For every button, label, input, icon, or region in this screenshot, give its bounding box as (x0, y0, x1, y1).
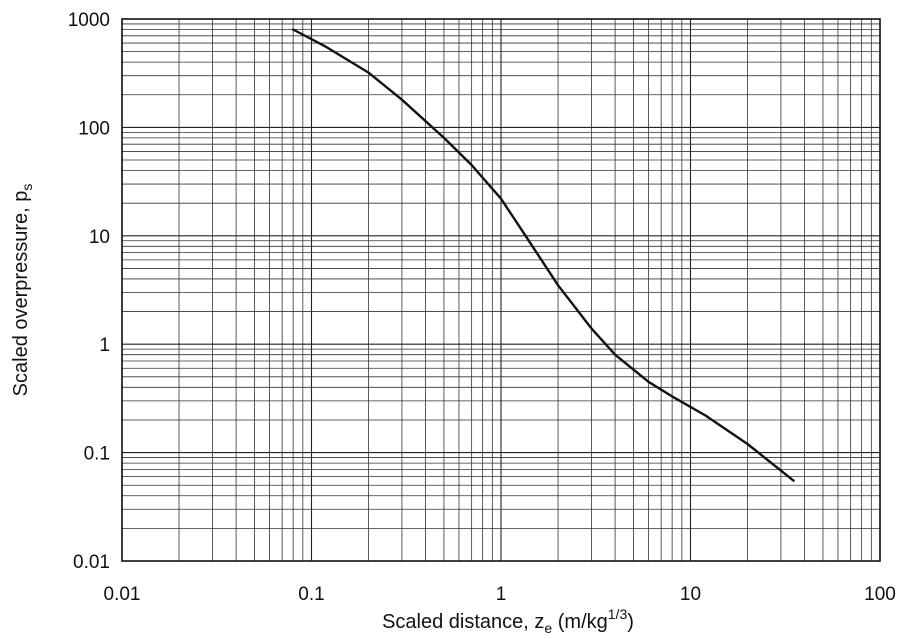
y-tick-label: 1000 (68, 10, 110, 31)
x-tick-label: 0.1 (298, 584, 324, 605)
y-tick-label: 0.01 (73, 552, 110, 573)
y-axis-title-main: Scaled overpressure, p (10, 191, 32, 397)
y-tick-label: 10 (89, 227, 110, 248)
y-axis-title: Scaled overpressure, ps (10, 184, 35, 397)
y-tick-label: 0.1 (84, 444, 110, 465)
y-tick-label: 100 (78, 118, 110, 139)
x-axis-title-main: Scaled distance, z (382, 611, 544, 633)
x-axis-title: Scaled distance, ze (m/kg1/3) (382, 606, 634, 636)
y-axis-title-subscript: s (19, 184, 35, 191)
x-tick-label: 1 (496, 584, 507, 605)
plot-frame (121, 18, 881, 562)
grid (121, 19, 880, 562)
x-tick-label: 10 (680, 584, 701, 605)
y-tick-label: 1 (99, 335, 110, 356)
x-tick-label: 0.01 (104, 584, 141, 605)
series-line (291, 28, 795, 482)
x-axis-title-unit-open: (m/kg (552, 611, 608, 633)
y-tick-labels: 0.01 0.1 1 10 100 1000 (68, 10, 110, 573)
x-axis-title-subscript: e (544, 620, 552, 636)
x-axis-title-unit-close: ) (627, 611, 634, 633)
x-tick-label: 100 (864, 584, 896, 605)
x-tick-labels: 0.01 0.1 1 10 100 (104, 584, 896, 605)
x-axis-title-superscript: 1/3 (608, 606, 628, 622)
